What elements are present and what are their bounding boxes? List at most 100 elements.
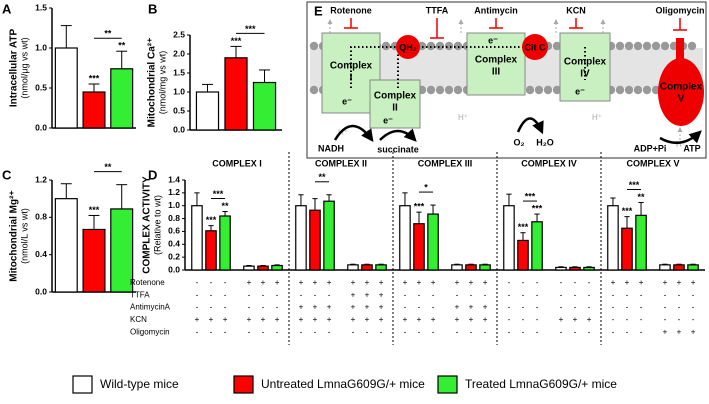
carrier-label: QH₂ (399, 42, 417, 52)
condition-mark: + (327, 315, 332, 324)
y-tick-label: 2.5 (173, 29, 185, 39)
condition-mark: - (626, 315, 629, 324)
condition-mark: - (224, 303, 227, 312)
condition-mark: + (611, 278, 616, 287)
electron-path (350, 46, 586, 88)
condition-mark: + (327, 303, 332, 312)
y-tick-label: 0.8 (35, 212, 47, 222)
y-tick-label: 1.0 (35, 42, 47, 52)
lipid-head (552, 41, 562, 51)
condition-mark: - (262, 327, 265, 336)
condition-mark: + (223, 315, 228, 324)
y-tick-label: 0.5 (35, 82, 47, 92)
electron-label: e⁻ (342, 96, 352, 106)
condition-mark: - (508, 303, 511, 312)
y-tick-label: 0.5 (173, 105, 185, 115)
condition-mark: + (691, 278, 696, 287)
condition-mark: - (574, 290, 577, 299)
proton-label: H⁺ (592, 113, 602, 122)
condition-mark: + (351, 278, 356, 287)
legend-label: Wild-type mice (100, 377, 179, 391)
lipid-head (309, 41, 319, 51)
inhibitor-label: TTFA (426, 5, 449, 15)
complex-label: II (392, 103, 398, 114)
y-axis-title: Mitochondrial Ca²⁺ (147, 38, 158, 128)
significance-label: *** (231, 36, 242, 46)
panel-letter: E (314, 3, 323, 18)
bar (361, 264, 373, 271)
condition-mark: + (351, 303, 356, 312)
legend-label: Treated LmnaG609G/+ mice (465, 377, 617, 391)
condition-mark: - (522, 327, 525, 336)
y-axis-title: Intracellular ATP (9, 28, 20, 107)
bar (659, 264, 671, 271)
condition-mark: - (612, 327, 615, 336)
condition-mark: + (417, 315, 422, 324)
complex-label: V (678, 94, 685, 105)
bar (375, 264, 387, 271)
bar (413, 223, 425, 271)
condition-mark: + (313, 315, 318, 324)
condition-mark: - (522, 303, 525, 312)
bar (271, 264, 283, 271)
legend-swatch (233, 375, 254, 394)
proton-label: H⁺ (676, 140, 686, 149)
condition-mark: + (403, 315, 408, 324)
substrate-label: O₂ (514, 137, 525, 147)
substrate-label: ADP+Pi (634, 143, 667, 153)
condition-label: AntimycinA (130, 303, 171, 312)
group-title: COMPLEX II (315, 158, 367, 168)
y-tick-label: 1.2 (168, 187, 180, 197)
condition-mark: - (574, 303, 577, 312)
condition-mark: + (639, 278, 644, 287)
inhibitor-bar (489, 18, 503, 29)
substrate-label: NADH (318, 143, 344, 153)
panel-letter: A (2, 1, 12, 16)
lipid-head (633, 41, 643, 51)
condition-mark: + (455, 303, 460, 312)
condition-mark: - (404, 327, 407, 336)
significance-label: ** (319, 172, 327, 182)
significance-label: *** (213, 189, 224, 199)
condition-mark: - (210, 303, 213, 312)
condition-mark: + (691, 327, 696, 336)
condition-mark: + (261, 278, 266, 287)
condition-mark: - (588, 327, 591, 336)
bar (635, 214, 647, 271)
bar (621, 227, 633, 271)
condition-mark: + (379, 278, 384, 287)
carrier-label: Cit C (525, 42, 546, 52)
bar (555, 266, 567, 271)
condition-mark: - (574, 327, 577, 336)
condition-mark: - (262, 290, 265, 299)
condition-mark: - (328, 290, 331, 299)
condition-mark: - (248, 290, 251, 299)
condition-mark: - (560, 290, 563, 299)
lipid-head (444, 41, 454, 51)
condition-mark: - (678, 303, 681, 312)
condition-mark: - (314, 290, 317, 299)
y-tick-label: 0.0 (168, 264, 180, 274)
condition-mark: - (404, 303, 407, 312)
y-tick-label: 0.4 (35, 249, 47, 259)
inhibitor-bar (673, 18, 687, 31)
significance-label: ** (118, 41, 126, 51)
proton-label: H⁺ (458, 113, 468, 122)
condition-mark: + (351, 290, 356, 299)
condition-mark: - (328, 327, 331, 336)
reaction-arrow (379, 128, 417, 142)
condition-mark: - (224, 278, 227, 287)
electron-label: e⁻ (575, 86, 585, 96)
condition-mark: + (299, 315, 304, 324)
electron-label: e⁻ (383, 115, 393, 125)
bar (399, 205, 411, 271)
bar (323, 200, 335, 271)
condition-mark: + (327, 278, 332, 287)
significance-label: *** (532, 203, 543, 213)
bar (673, 264, 685, 271)
condition-mark: - (508, 278, 511, 287)
bar (252, 81, 277, 131)
inhibitor-label: Antimycin (474, 5, 518, 15)
condition-mark: - (640, 290, 643, 299)
